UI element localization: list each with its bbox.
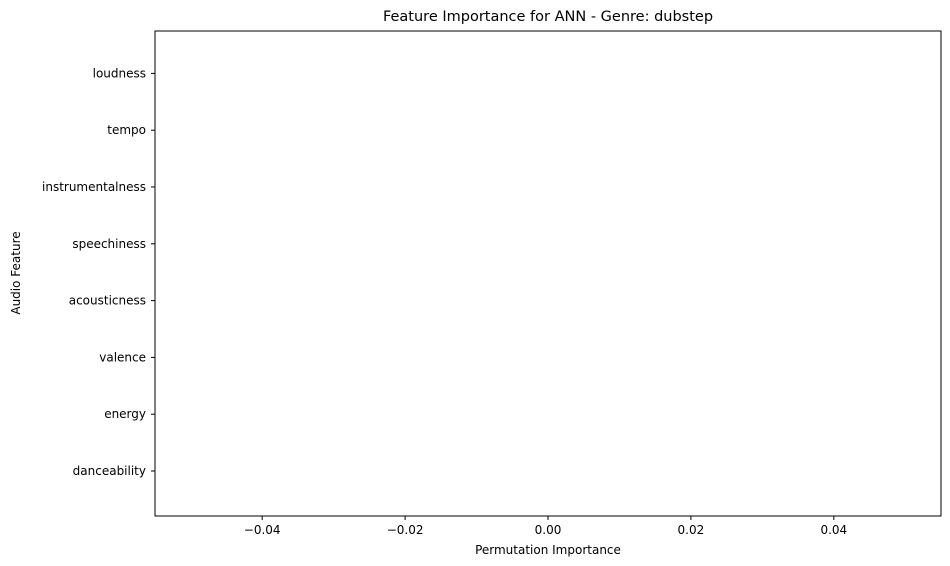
y-tick-label-tempo: tempo — [107, 123, 146, 137]
chart-title: Feature Importance for ANN - Genre: dubs… — [383, 9, 713, 25]
x-tick-label: 0.00 — [535, 523, 562, 537]
y-tick-label-danceability: danceability — [73, 464, 146, 478]
y-tick-label-instrumentalness: instrumentalness — [42, 180, 146, 194]
y-axis: danceability energy valence acousticness spe… — [42, 66, 155, 478]
x-tick-label: −0.02 — [387, 523, 424, 537]
plot-area-frame — [154, 30, 942, 517]
x-tick-label: −0.04 — [244, 523, 281, 537]
y-tick-label-speechiness: speechiness — [72, 237, 146, 251]
y-tick-label-acousticness: acousticness — [69, 294, 146, 308]
x-axis-title: Permutation Importance — [475, 543, 621, 557]
y-tick-label-loudness: loudness — [93, 66, 146, 80]
x-tick-label: 0.04 — [820, 523, 847, 537]
x-axis: −0.04 −0.02 0.00 0.02 0.04 — [244, 516, 847, 537]
x-tick-label: 0.02 — [678, 523, 705, 537]
y-tick-label-energy: energy — [104, 407, 146, 421]
y-tick-label-valence: valence — [99, 350, 146, 364]
y-axis-title: Audio Feature — [9, 231, 23, 314]
